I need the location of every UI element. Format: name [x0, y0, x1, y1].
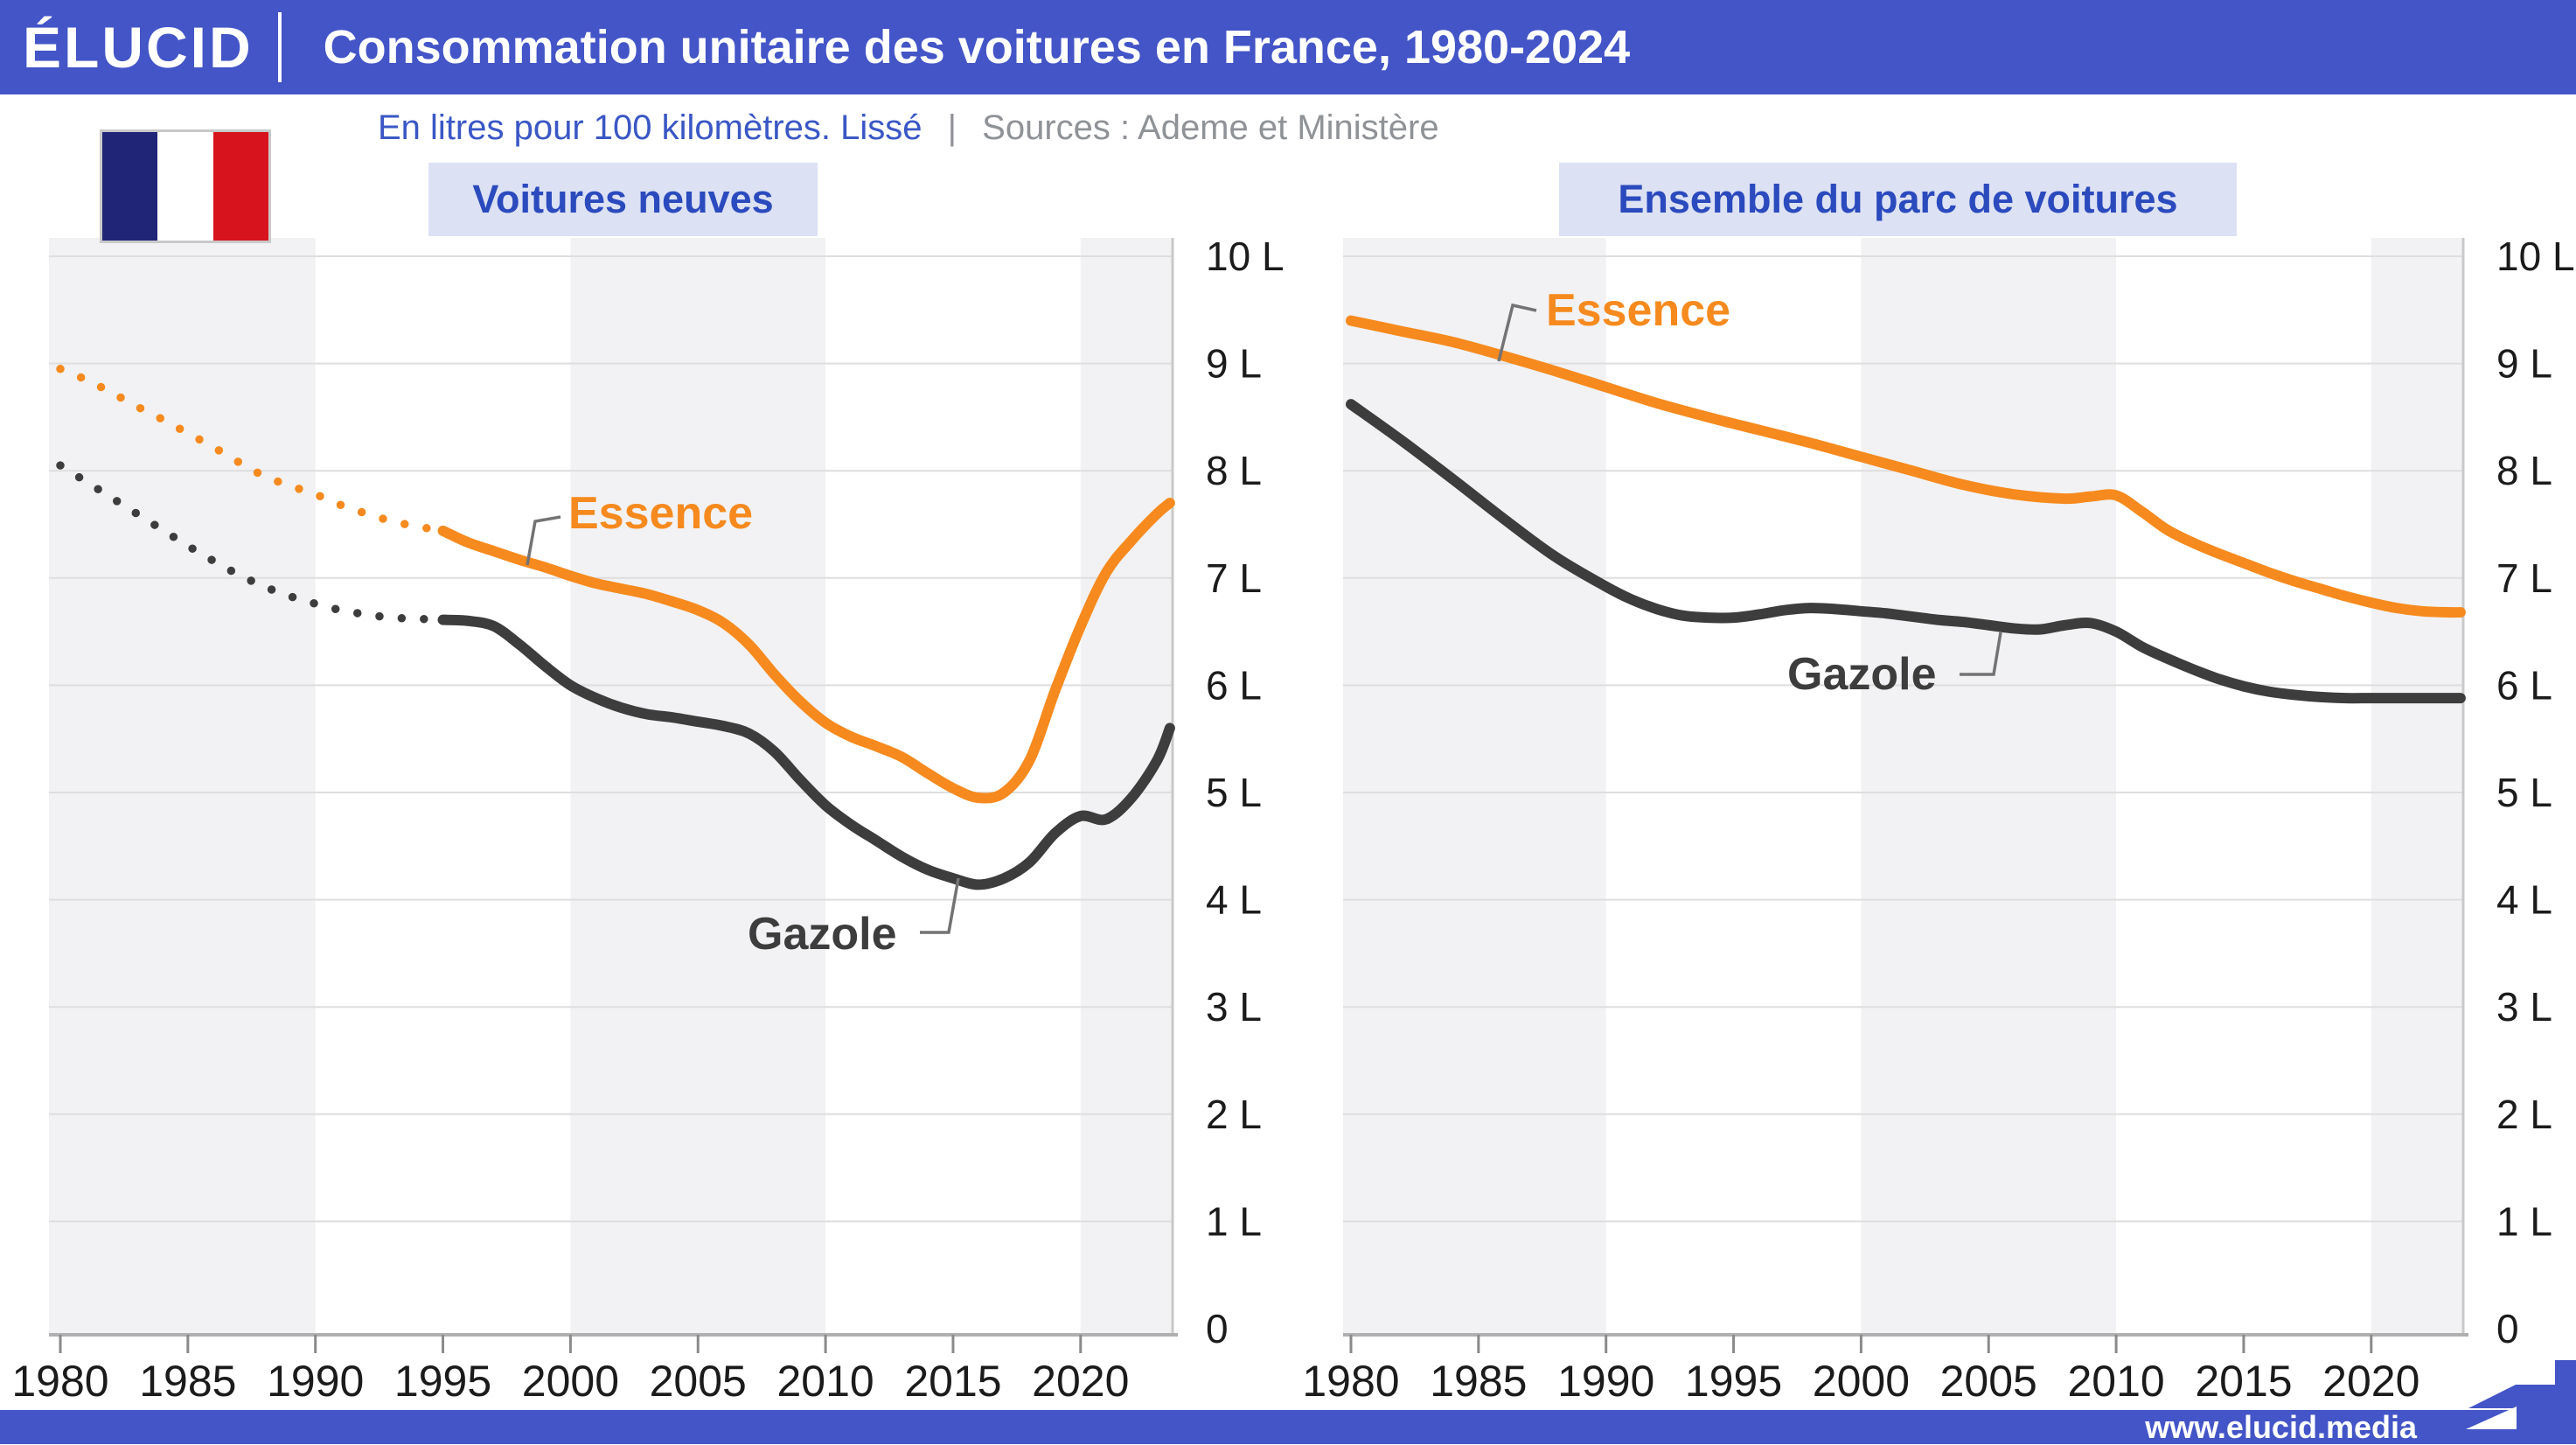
y-tick-label: 2 L [2496, 1092, 2552, 1137]
chart-title-ensemble-du-parc: Ensemble du parc de voitures [1559, 163, 2237, 236]
y-tick-label: 0 [1206, 1306, 1229, 1351]
x-tick-label: 2010 [776, 1357, 874, 1406]
essence-line [437, 497, 1175, 804]
y-tick-label: 3 L [1206, 984, 1262, 1030]
footer-bar: www.elucid.media [0, 1410, 2576, 1444]
x-tick-label: 1985 [1430, 1357, 1527, 1406]
essence-line [1346, 315, 2466, 618]
x-tick-label: 2020 [2322, 1357, 2419, 1406]
gazole-line [1346, 399, 2466, 704]
footer-logo-white-triangle [2466, 1407, 2517, 1429]
y-tick-label: 7 L [2496, 555, 2552, 601]
y-tick-label: 0 [2496, 1306, 2519, 1351]
x-tick-label: 1990 [267, 1357, 364, 1406]
y-tick-label: 4 L [2496, 877, 2552, 923]
x-tick-label: 1990 [1557, 1357, 1654, 1406]
series-label-gazole: Gazole [748, 909, 897, 960]
gazole-line [437, 614, 1175, 890]
subtitle-unit: En litres pour 100 kilomètres. Lissé [378, 108, 922, 147]
decade-band [570, 238, 826, 1335]
x-tick-label: 2005 [1940, 1357, 2037, 1406]
x-tick-label: 1995 [394, 1357, 491, 1406]
elucid-arrow-icon [2422, 1360, 2576, 1444]
y-tick-label: 8 L [1206, 448, 1262, 493]
x-tick-label: 2000 [1813, 1357, 1910, 1406]
y-tick-label: 3 L [2496, 984, 2552, 1030]
y-tick-label: 2 L [1206, 1092, 1262, 1137]
decade-band [2371, 238, 2463, 1335]
footer-url-link[interactable]: www.elucid.media [2145, 1409, 2417, 1445]
series-label-essence: Essence [1546, 285, 1730, 336]
y-tick-label: 10 L [1206, 234, 1285, 279]
header-bar: ÉLUCID Consommation unitaire des voiture… [0, 0, 2576, 94]
x-tick-label: 1980 [1302, 1357, 1399, 1406]
y-tick-label: 4 L [1206, 877, 1262, 923]
elucid-logo: ÉLUCID [23, 15, 254, 80]
label-leader-line [526, 515, 561, 566]
x-tick-label: 1980 [11, 1357, 108, 1406]
subtitle: En litres pour 100 kilomètres. Lissé | S… [378, 103, 1439, 152]
y-tick-label: 5 L [2496, 770, 2552, 815]
y-tick-label: 7 L [1206, 555, 1262, 601]
chart-title-voitures-neuves: Voitures neuves [428, 163, 818, 236]
flag-stripe-white [157, 132, 213, 241]
france-flag-icon [100, 129, 271, 243]
x-tick-label: 2005 [650, 1357, 747, 1406]
footer-logo-step-block [2516, 1385, 2576, 1411]
x-tick-label: 2015 [2195, 1357, 2292, 1406]
flag-stripe-blue [102, 132, 158, 241]
x-tick-label: 2020 [1032, 1357, 1129, 1406]
series-label-essence: Essence [568, 488, 753, 539]
header-separator [277, 12, 282, 82]
x-tick-label: 1995 [1685, 1357, 1782, 1406]
decade-band [1861, 238, 2117, 1335]
decade-band [1080, 238, 1173, 1335]
label-leader-line [920, 877, 960, 934]
y-tick-label: 10 L [2496, 234, 2575, 279]
y-tick-label: 5 L [1206, 770, 1262, 815]
series-label-gazole: Gazole [1787, 649, 1937, 700]
page-title: Consommation unitaire des voitures en Fr… [323, 21, 1631, 73]
y-tick-label: 9 L [1206, 341, 1262, 387]
flag-stripe-red [212, 132, 268, 241]
y-tick-label: 6 L [2496, 662, 2552, 708]
y-tick-label: 8 L [2496, 448, 2552, 493]
gazole-line-dotted [56, 461, 448, 625]
y-tick-label: 1 L [2496, 1198, 2552, 1244]
x-tick-label: 2000 [522, 1357, 619, 1406]
subtitle-separator: | [947, 108, 957, 147]
decade-band [1343, 238, 1606, 1335]
y-tick-label: 1 L [1206, 1198, 1262, 1244]
y-tick-label: 9 L [2496, 341, 2552, 387]
y-tick-label: 6 L [1206, 662, 1262, 708]
decade-band [49, 238, 316, 1335]
essence-line-dotted [56, 364, 448, 535]
x-tick-label: 1985 [139, 1357, 236, 1406]
x-tick-label: 2010 [2067, 1357, 2164, 1406]
footer-logo-upper-triangle [2468, 1385, 2516, 1408]
label-leader-line [1497, 303, 1537, 362]
label-leader-line [1960, 632, 2002, 676]
x-tick-label: 2015 [904, 1357, 1001, 1406]
subtitle-sources: Sources : Ademe et Ministère [982, 108, 1439, 147]
